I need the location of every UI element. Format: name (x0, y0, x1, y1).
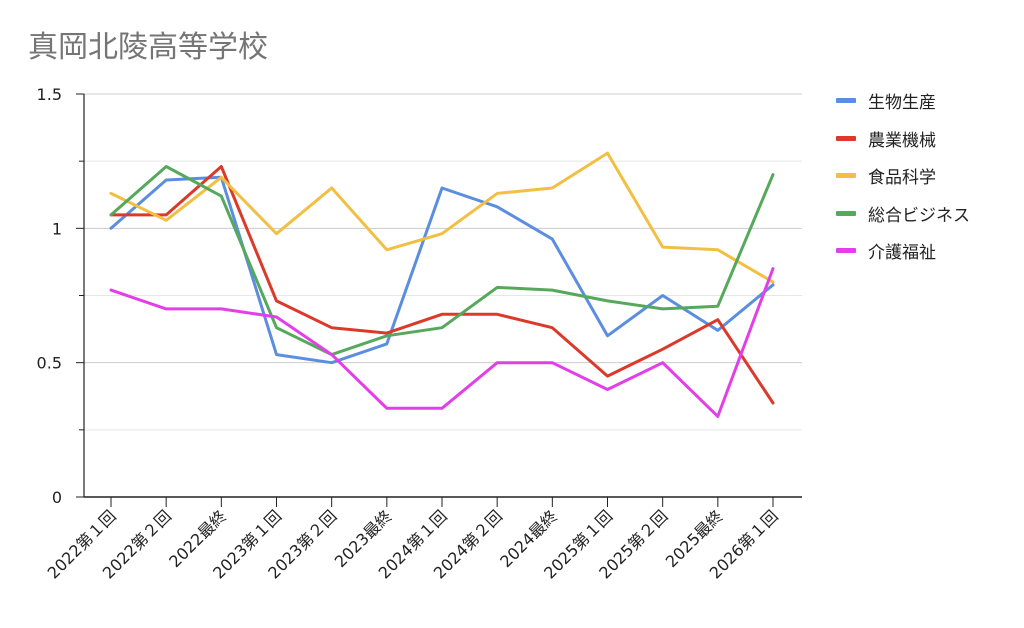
series-line-2 (109, 165, 775, 405)
series-line-5 (109, 267, 775, 418)
legend-label: 食品科学 (868, 168, 936, 189)
series-line-3 (109, 151, 775, 284)
legend-swatch (836, 210, 856, 216)
legend-label: 生物生産 (868, 93, 936, 114)
legend-label: 総合ビジネス (868, 205, 970, 226)
chart-title: 真岡北陵高等学校 (28, 30, 268, 65)
legend-swatch (836, 173, 856, 179)
y-tick-label: 1 (52, 219, 62, 238)
legend-label: 農業機械 (868, 130, 936, 151)
y-tick-label: 0.5 (37, 354, 62, 373)
legend: 生物生産農業機械食品科学総合ビジネス 介護福祉 (836, 82, 970, 270)
series-line-1 (109, 175, 775, 365)
gridlines (84, 93, 802, 431)
legend-item: 介護福祉 (836, 232, 970, 270)
legend-item: 農業機械 (836, 120, 970, 158)
y-tick-label: 0 (52, 488, 62, 507)
axes (76, 93, 802, 507)
series-lines (109, 151, 775, 418)
legend-swatch (836, 135, 856, 141)
legend-label: 介護福祉 (868, 243, 936, 264)
series-line-4 (109, 165, 775, 357)
legend-item: 食品科学 (836, 157, 970, 195)
legend-item: 生物生産 (836, 82, 970, 120)
y-tick-label: 1.5 (37, 85, 62, 104)
legend-item: 総合ビジネス (836, 195, 970, 233)
legend-swatch (836, 98, 856, 104)
legend-swatch (836, 248, 856, 254)
